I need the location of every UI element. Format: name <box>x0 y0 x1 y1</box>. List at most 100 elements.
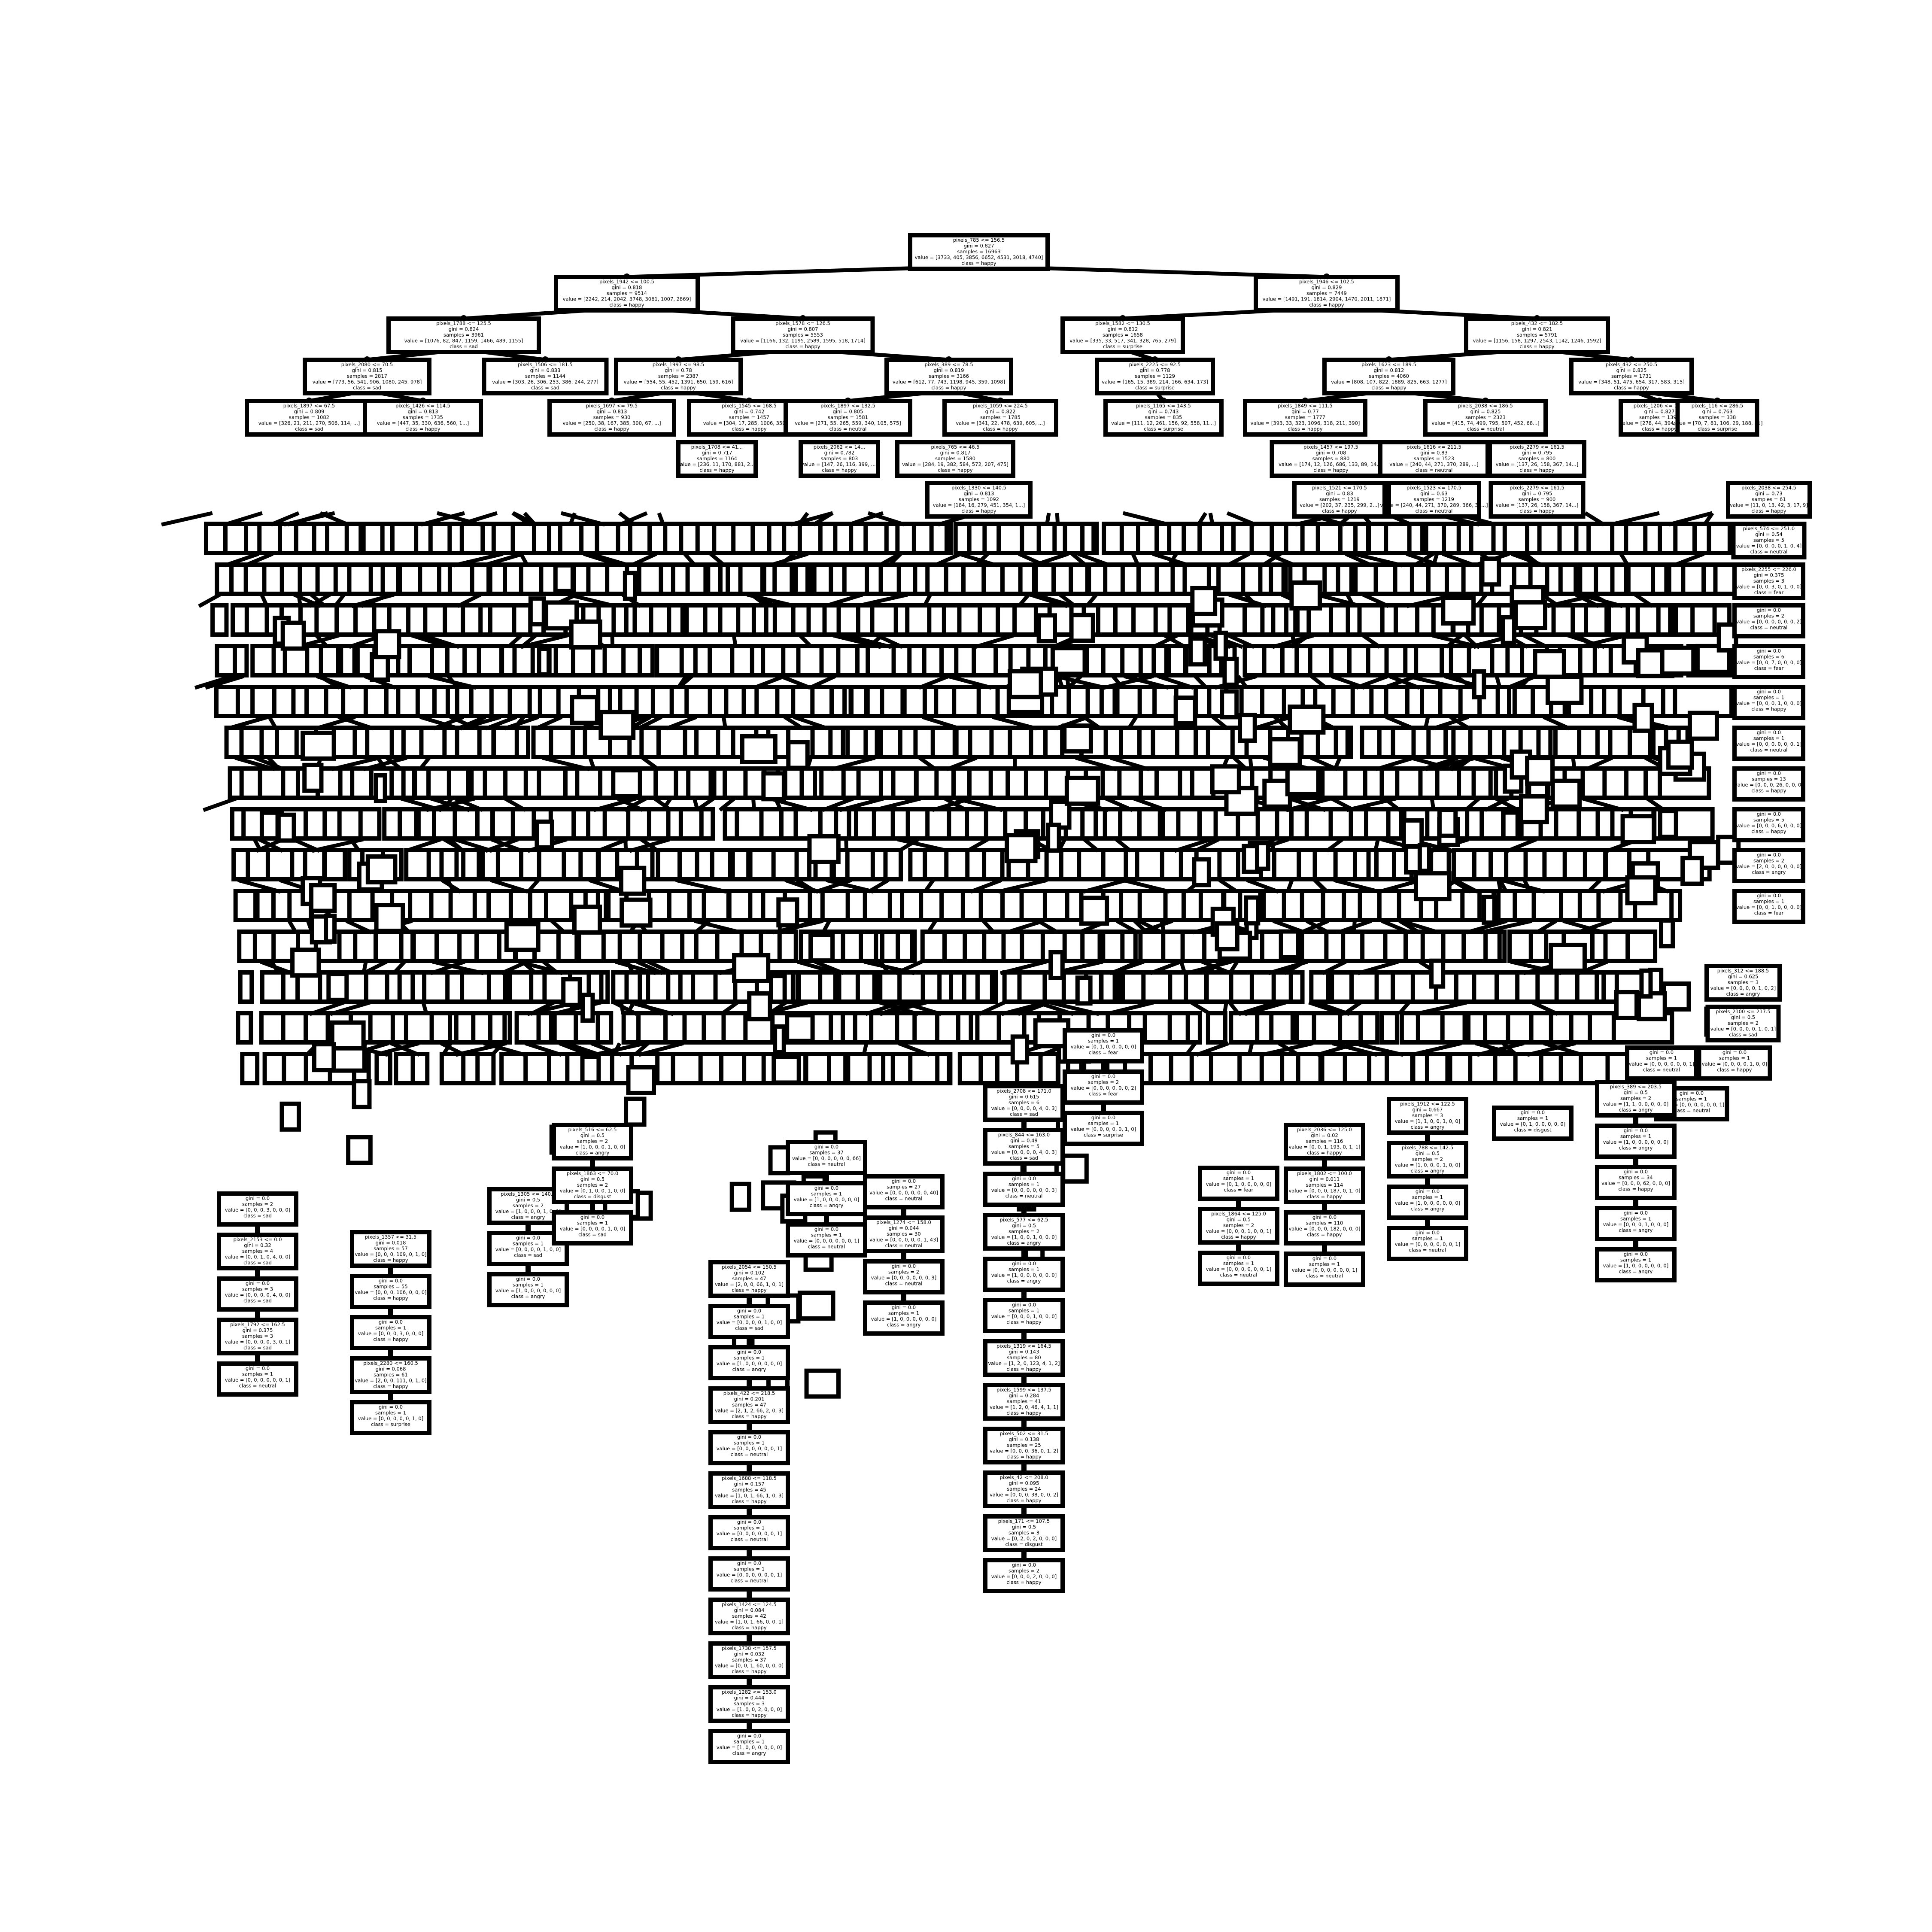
dense-node-box <box>572 904 602 935</box>
node-text-line: gini = 0.812 <box>1374 368 1404 374</box>
dense-node-box <box>1192 857 1211 887</box>
dense-node-box <box>1519 794 1549 824</box>
node-text-line: samples = 835 <box>1145 414 1182 420</box>
node-text-line: gini = 0.0 <box>1649 1049 1674 1055</box>
node-text-line: class = surprise <box>1698 426 1737 432</box>
dense-node-box <box>312 1042 336 1072</box>
dense-node-box <box>1680 856 1704 886</box>
dense-node-box <box>855 970 877 1004</box>
node-text-line: samples = 1 <box>1620 1216 1651 1222</box>
dense-edge <box>330 1000 371 1016</box>
node-box <box>1254 275 1400 313</box>
dense-node-box <box>732 953 771 983</box>
node-box <box>1704 964 1782 1002</box>
dense-edge <box>1310 756 1338 772</box>
dense-node-box <box>461 848 481 881</box>
node-text-line: pixels_1863 <= 70.0 <box>567 1170 618 1176</box>
node-text-line: value = [0, 0, 1, 0, 0, 0, 0] <box>1736 904 1801 910</box>
dense-edge <box>1507 837 1537 853</box>
dense-node-box <box>1008 669 1043 699</box>
dense-node-box <box>236 1011 253 1045</box>
dense-node-box <box>624 1097 647 1127</box>
dense-edge <box>1037 919 1059 934</box>
dense-edge <box>244 552 273 568</box>
node-text-line: samples = 16963 <box>957 249 1000 255</box>
node-text-line: samples = 3 <box>242 1333 273 1339</box>
dense-edge <box>333 593 346 608</box>
dense-edge <box>926 920 937 934</box>
node-text-line: samples = 1 <box>811 1232 842 1238</box>
dense-node-box <box>1336 562 1354 596</box>
node-text-line: class = neutral <box>885 1242 923 1249</box>
node-text-line: gini = 0.0 <box>1757 648 1781 654</box>
node-text-line: samples = 1777 <box>1285 414 1325 420</box>
dense-edge <box>1331 1041 1378 1057</box>
node-text-line: value = [2, 0, 0, 111, 0, 1, 0] <box>355 1378 426 1384</box>
dense-node-box <box>346 1135 373 1165</box>
dense-edge <box>252 838 262 852</box>
node-text-line: value = [1, 2, 0, 123, 4, 1, 2] <box>988 1361 1060 1367</box>
dense-node-box <box>797 1291 835 1321</box>
dense-edge <box>784 715 804 730</box>
node-text-line: value = [0, 0, 0, 106, 0, 0, 0] <box>355 1289 426 1295</box>
dense-edge <box>1194 674 1208 690</box>
dense-node-box <box>1036 613 1057 644</box>
dense-edge <box>1313 878 1328 893</box>
node-text-line: gini = 0.0 <box>814 1144 838 1150</box>
node-text-line: pixels_2038 <= 254.5 <box>1741 485 1796 491</box>
node-text-line: class = neutral <box>885 1281 923 1287</box>
node-box <box>1732 644 1805 679</box>
node-text-line: value = [0, 0, 0, 0, 1, 0, 1] <box>1710 1026 1776 1032</box>
dense-node-box <box>1151 644 1169 677</box>
node-text-line: pixels_788 <= 142.5 <box>1402 1145 1453 1151</box>
dense-node-box <box>1080 522 1096 555</box>
node-text-line: gini = 0.782 <box>824 450 855 456</box>
dense-edge <box>982 919 996 934</box>
node-text-line: samples = 57 <box>374 1245 407 1252</box>
node-text-line: class = neutral <box>1005 1193 1043 1199</box>
node-text-line: pixels_2100 <= 217.5 <box>1716 1009 1771 1015</box>
dense-node-box <box>1425 1052 1450 1085</box>
node-text-line: gini = 0.0 <box>1091 1115 1115 1121</box>
dense-node-box <box>374 1052 392 1085</box>
node-text-line: class = angry <box>511 1214 545 1220</box>
node-box <box>863 1300 945 1336</box>
node-text-line: gini = 0.5 <box>1624 1090 1648 1096</box>
node-text-line: value = [70, 7, 81, 106, 29, 188, 51] <box>1672 420 1763 426</box>
node-text-line: class = happy <box>732 1287 766 1293</box>
node-text-line: class = sad <box>243 1345 272 1351</box>
dense-node-box <box>1513 600 1548 631</box>
node-box <box>1492 1106 1574 1141</box>
node-box <box>1726 481 1812 519</box>
dense-edge <box>780 674 811 690</box>
node-text-line: value = [1, 0, 0, 0, 0, 0, 0] <box>1603 1263 1668 1269</box>
dense-edge <box>640 838 659 853</box>
dense-node-box <box>666 970 683 1004</box>
dense-node-box <box>849 685 869 718</box>
node-text-line: gini = 0.102 <box>734 1270 765 1276</box>
node-text-line: gini = 0.615 <box>1009 1094 1039 1100</box>
node-text-line: samples = 1 <box>242 1371 273 1377</box>
dense-edge <box>1578 633 1627 649</box>
dense-node-box <box>1385 1052 1415 1085</box>
dense-node-box <box>1660 645 1696 676</box>
node-box <box>552 1210 633 1245</box>
node-text-line: class = happy <box>1717 1067 1752 1073</box>
node-text-line: pixels_312 <= 188.5 <box>1717 968 1769 974</box>
node-text-line: samples = 6 <box>1009 1100 1039 1106</box>
node-text-line: gini = 0.201 <box>734 1396 765 1402</box>
dense-node-box <box>880 685 905 718</box>
node-text-line: pixels_1599 <= 137.5 <box>996 1387 1051 1393</box>
dense-node-box <box>1176 807 1202 841</box>
node-text-line: value = [2242, 214, 2042, 3748, 3061, 10… <box>563 296 691 302</box>
